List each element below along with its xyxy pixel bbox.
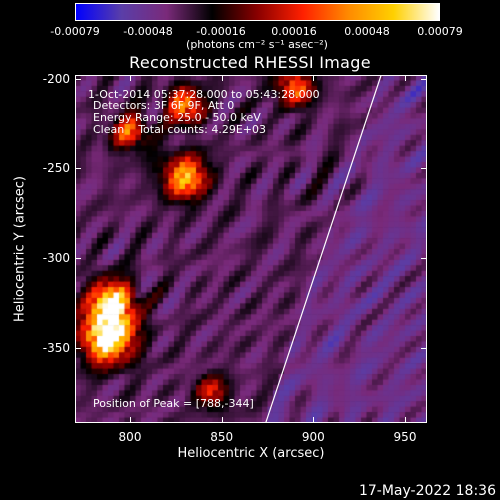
y-tick-label: -350	[42, 340, 70, 355]
y-tick-mark	[75, 168, 81, 170]
y-tick-mark	[421, 257, 427, 259]
y-tick-mark	[421, 78, 427, 80]
limb-line	[265, 75, 382, 423]
x-tick-mark	[405, 417, 406, 423]
info-date-range: 1-Oct-2014 05:37:28.000 to 05:43:28.000	[88, 88, 320, 101]
info-peak: Position of Peak = [788,-344]	[93, 397, 254, 410]
y-tick-label: -300	[42, 250, 70, 265]
colorbar-tick-label: 0.00016	[271, 25, 317, 38]
y-tick-mark	[421, 347, 427, 349]
heatmap-image	[75, 75, 427, 423]
colorbar	[75, 3, 440, 21]
colorbar-tick-label: -0.00079	[50, 25, 100, 38]
info-detectors: Detectors: 3F 6F 9F, Att 0	[93, 99, 235, 112]
y-tick-mark	[75, 257, 81, 259]
x-tick-mark	[130, 75, 131, 81]
colorbar-unit-label: (photons cm⁻² s⁻¹ asec⁻²)	[186, 38, 328, 51]
chart-title: Reconstructed RHESSI Image	[129, 53, 371, 72]
timestamp: 17-May-2022 18:36	[358, 483, 496, 499]
x-tick-label: 850	[210, 430, 234, 444]
y-tick-label: -200	[42, 71, 70, 86]
x-tick-label: 950	[393, 430, 417, 444]
x-tick-label: 900	[301, 430, 325, 444]
colorbar-tick-label: -0.00016	[196, 25, 246, 38]
x-tick-label: 800	[118, 430, 142, 444]
y-tick-mark	[75, 347, 81, 349]
y-tick-mark	[421, 168, 427, 170]
colorbar-tick-label: 0.00048	[344, 25, 390, 38]
x-tick-mark	[221, 417, 223, 423]
info-energy: Energy Range: 25.0 - 50.0 keV	[93, 111, 261, 124]
info-clean: Clean Total counts: 4.29E+03	[93, 123, 267, 136]
x-tick-mark	[313, 417, 315, 423]
x-tick-mark	[130, 417, 131, 423]
x-axis-label: Heliocentric X (arcsec)	[177, 446, 325, 461]
colorbar-tick-label: 0.00079	[417, 25, 463, 38]
x-tick-mark	[405, 75, 406, 81]
solar-limb-line	[265, 75, 382, 423]
colorbar-tick-label: -0.00048	[123, 25, 173, 38]
y-axis-label: Heliocentric Y (arcsec)	[12, 176, 28, 322]
y-tick-label: -250	[42, 161, 70, 176]
x-tick-mark	[313, 75, 315, 81]
y-tick-mark	[75, 78, 81, 80]
x-tick-mark	[221, 75, 223, 81]
